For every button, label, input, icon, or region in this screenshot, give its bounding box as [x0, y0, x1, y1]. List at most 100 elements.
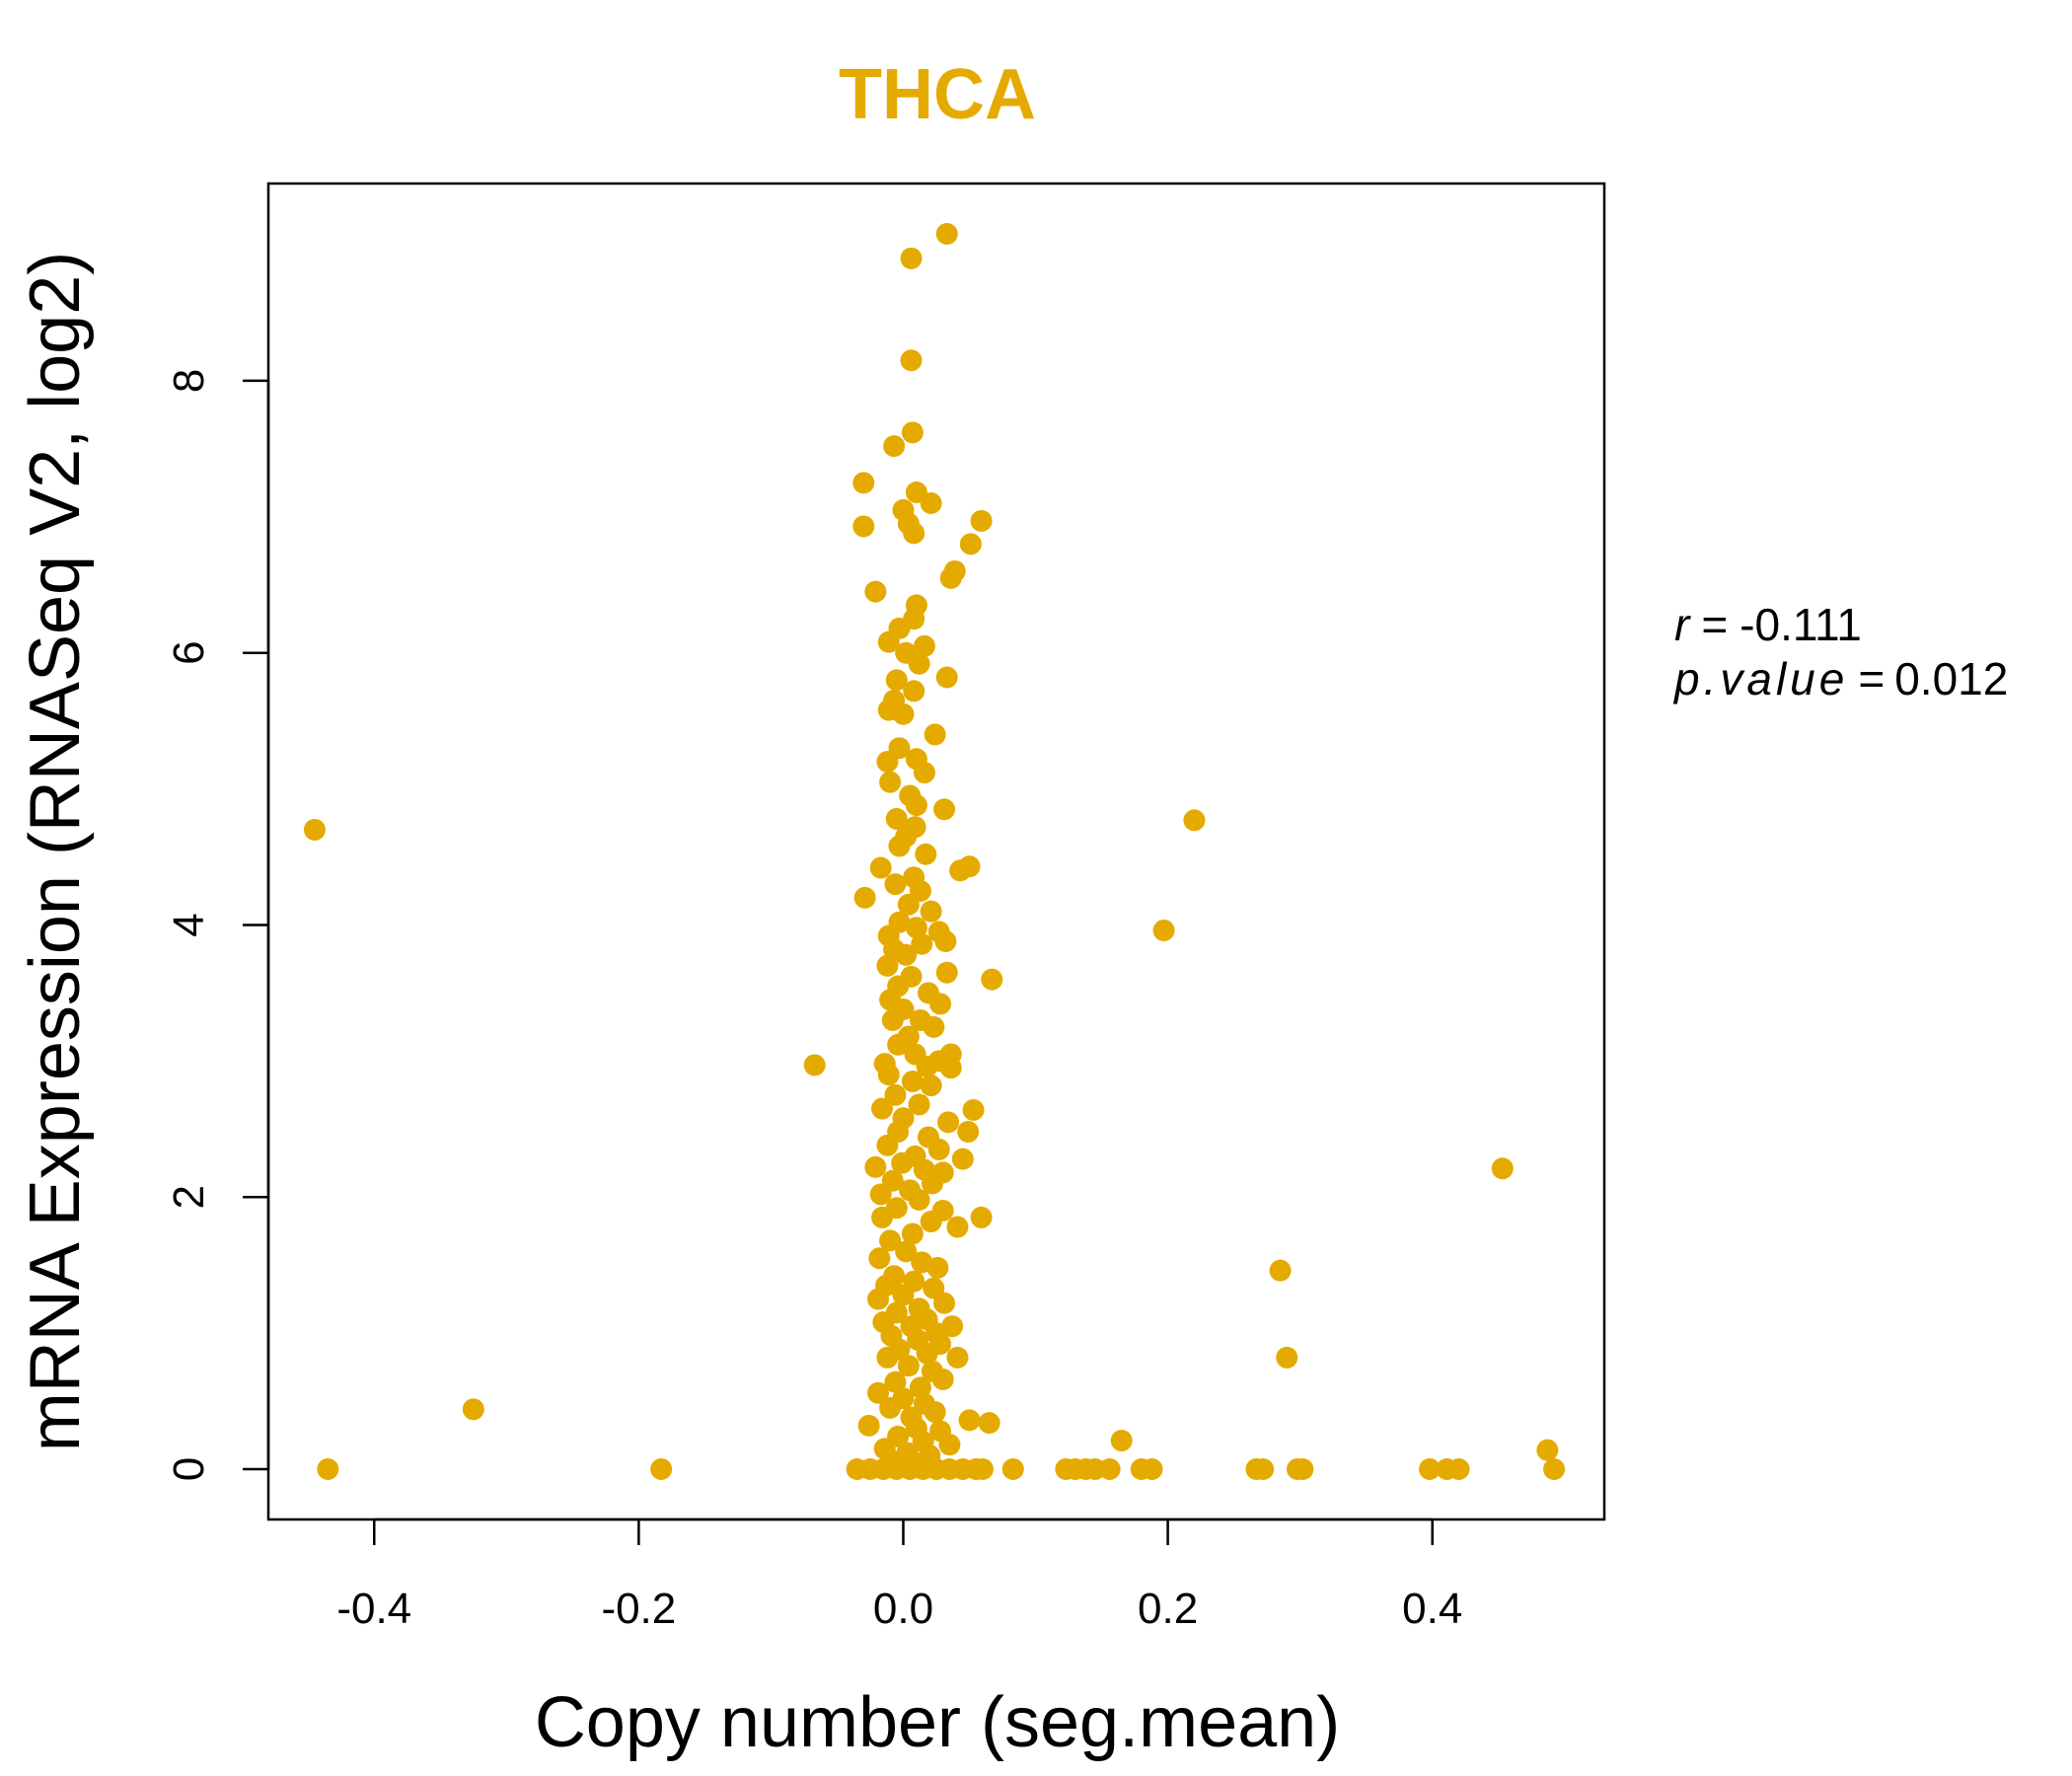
data-point	[908, 1093, 930, 1116]
data-point	[924, 723, 946, 746]
data-point	[897, 1355, 920, 1377]
data-point	[868, 1247, 891, 1270]
y-tick-label: 4	[165, 913, 213, 936]
data-point	[909, 1376, 931, 1399]
data-point	[891, 1151, 914, 1174]
data-point	[1098, 1457, 1121, 1480]
data-point	[924, 1401, 946, 1424]
data-point	[892, 1284, 915, 1306]
data-point	[958, 1409, 981, 1432]
data-point	[911, 932, 933, 955]
data-point	[962, 1098, 985, 1121]
data-point	[903, 522, 925, 545]
data-point	[1252, 1457, 1275, 1480]
data-point	[970, 1206, 993, 1228]
data-point	[869, 1183, 892, 1206]
data-point	[864, 1155, 887, 1178]
data-point	[871, 1206, 894, 1228]
y-axis: 0 2 4 6 8	[165, 369, 270, 1481]
data-point	[959, 533, 982, 555]
data-point	[916, 1342, 938, 1365]
data-point	[971, 1457, 994, 1480]
p-value-label: p.value	[1672, 653, 1848, 704]
data-point	[887, 1033, 910, 1056]
data-point	[881, 1008, 904, 1031]
data-point	[901, 1071, 924, 1093]
data-point	[895, 1240, 918, 1263]
data-point	[303, 818, 326, 841]
data-point	[1419, 1457, 1442, 1480]
data-point	[908, 1188, 930, 1211]
data-points	[303, 223, 1566, 1480]
data-point	[938, 1434, 961, 1456]
data-point	[879, 1396, 902, 1419]
data-point	[981, 968, 1003, 991]
data-point	[1543, 1457, 1566, 1480]
data-point	[885, 807, 908, 830]
data-point	[935, 223, 958, 246]
y-tick-label: 0	[165, 1457, 213, 1481]
data-point	[915, 843, 937, 865]
data-point	[933, 798, 956, 821]
data-point	[871, 1097, 894, 1120]
r-statistic: r = -0.111	[1674, 599, 1862, 650]
data-point	[650, 1457, 673, 1480]
data-point	[897, 893, 920, 916]
data-point	[1110, 1430, 1133, 1452]
x-tick-label: -0.4	[336, 1585, 411, 1633]
data-point	[905, 917, 927, 939]
data-point	[946, 1216, 969, 1238]
data-point	[920, 1074, 942, 1097]
data-point	[913, 634, 935, 657]
data-point	[920, 1211, 942, 1233]
data-point	[1292, 1457, 1314, 1480]
data-point	[1447, 1457, 1470, 1480]
data-point	[970, 509, 993, 532]
data-point	[1536, 1439, 1559, 1461]
data-point	[935, 961, 958, 984]
data-point	[853, 886, 876, 909]
data-point	[1276, 1346, 1298, 1369]
data-point	[949, 859, 972, 882]
data-point	[877, 699, 900, 721]
data-point	[876, 954, 899, 977]
data-point	[916, 1055, 938, 1077]
data-point	[885, 669, 908, 692]
x-tick-label: 0.4	[1402, 1585, 1462, 1633]
data-point	[957, 1121, 980, 1144]
data-point	[884, 873, 907, 896]
data-point	[888, 835, 911, 857]
data-point	[879, 771, 902, 793]
x-tick-label: 0.2	[1138, 1585, 1198, 1633]
data-point	[935, 666, 958, 689]
y-tick-label: 8	[165, 369, 213, 393]
y-axis-title: mRNA Expression (RNASeq V2, log2)	[16, 252, 95, 1451]
data-point	[900, 247, 923, 269]
data-point	[900, 349, 923, 372]
data-point	[939, 566, 962, 589]
data-point	[905, 794, 927, 817]
data-point	[934, 930, 957, 953]
data-point	[929, 993, 952, 1015]
y-tick-label: 6	[165, 640, 213, 664]
data-point	[867, 1381, 890, 1404]
data-point	[883, 435, 906, 458]
data-point	[879, 1229, 902, 1252]
data-point	[895, 943, 918, 966]
data-point	[877, 630, 900, 653]
data-point	[923, 1015, 945, 1038]
data-point	[920, 900, 942, 923]
p-value-value: 0.012	[1894, 653, 2008, 704]
data-point	[920, 492, 942, 515]
data-point	[852, 515, 875, 538]
data-point	[926, 1256, 949, 1279]
data-point	[1001, 1457, 1024, 1480]
data-point	[884, 1370, 907, 1393]
data-point	[884, 1083, 907, 1106]
data-point	[946, 1346, 969, 1369]
data-point	[1183, 809, 1206, 832]
data-point	[937, 1111, 960, 1134]
r-value: -0.111	[1739, 599, 1862, 650]
data-point	[317, 1457, 339, 1480]
